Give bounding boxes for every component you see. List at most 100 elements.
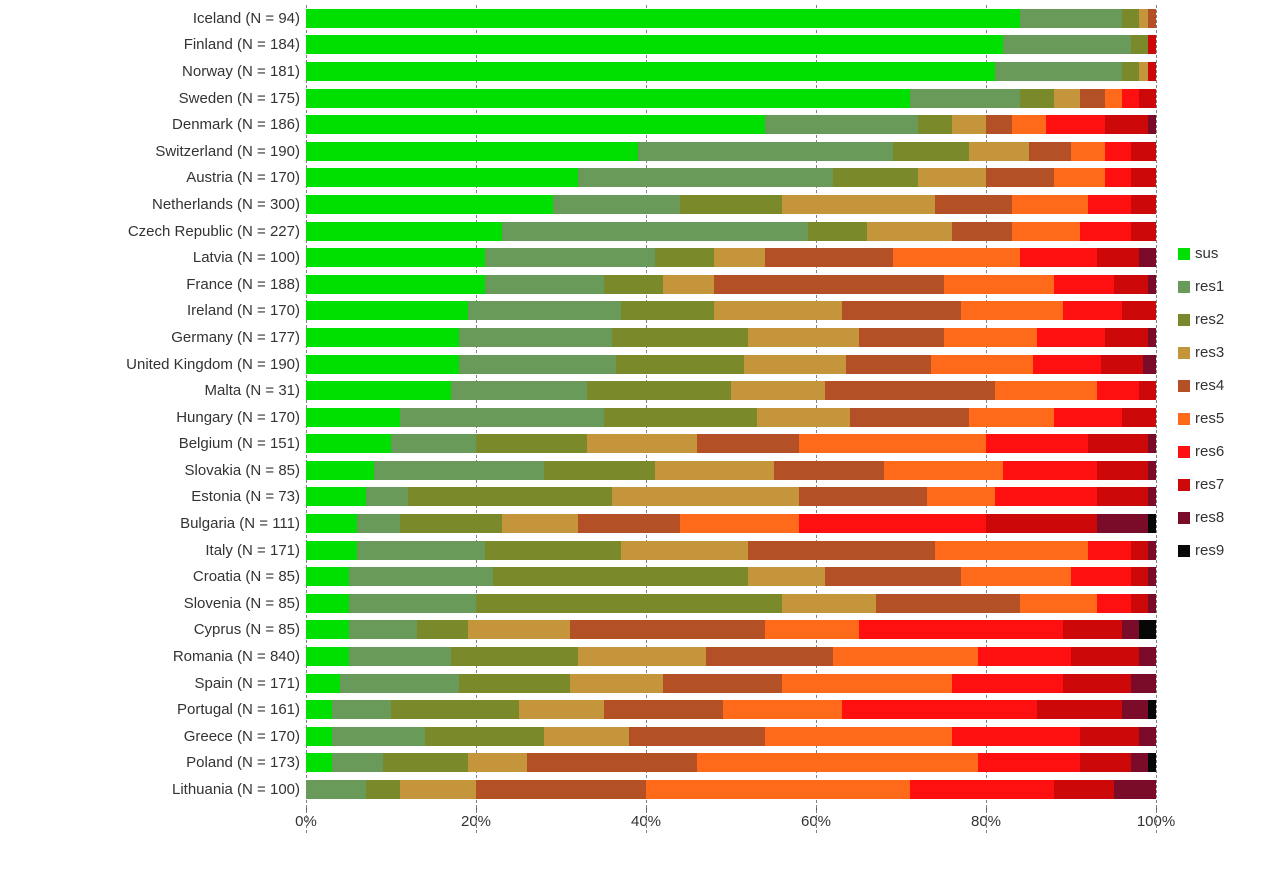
bar-segment-res4	[859, 328, 944, 347]
legend-swatch	[1178, 413, 1190, 425]
bar-segment-res2	[808, 222, 868, 241]
bar-segment-res4	[697, 434, 799, 453]
bar-segment-res3	[502, 514, 579, 533]
bar-segment-res1	[1003, 35, 1131, 54]
bar-segment-res7	[1037, 700, 1122, 719]
row-label: Italy (N = 171)	[5, 542, 306, 559]
bar-segment-res4	[876, 594, 1021, 613]
bar-segment-res3	[918, 168, 986, 187]
bar-area	[306, 484, 1156, 511]
bar-segment-res8	[1148, 434, 1157, 453]
bar-segment-res8	[1139, 248, 1156, 267]
bar-segment-res5	[765, 727, 952, 746]
bar-segment-res5	[782, 674, 952, 693]
bar-segment-res4	[527, 753, 697, 772]
row-label: Germany (N = 177)	[5, 329, 306, 346]
chart-row: France (N = 188)	[5, 271, 1156, 298]
bar-segment-res6	[986, 434, 1088, 453]
chart-row: Bulgaria (N = 111)	[5, 510, 1156, 537]
row-label: Hungary (N = 170)	[5, 409, 306, 426]
legend: susres1res2res3res4res5res6res7res8res9	[1178, 245, 1224, 559]
bar-segment-res6	[1033, 355, 1101, 374]
bar-segment-res3	[867, 222, 952, 241]
x-tick-label: 40%	[631, 813, 661, 830]
bar-segment-res2	[408, 487, 612, 506]
row-label: Ireland (N = 170)	[5, 302, 306, 319]
row-label: Poland (N = 173)	[5, 754, 306, 771]
legend-item-res2: res2	[1178, 311, 1224, 328]
bar-segment-res1	[332, 753, 383, 772]
bar-segment-res1	[349, 594, 477, 613]
bar-segment-res7	[1088, 434, 1148, 453]
bar-segment-res1	[349, 647, 451, 666]
stacked-bar	[306, 142, 1156, 161]
bar-segment-res1	[349, 567, 494, 586]
bar-segment-res6	[952, 674, 1063, 693]
bar-segment-res3	[757, 408, 851, 427]
bar-segment-res8	[1148, 461, 1157, 480]
bar-segment-res5	[646, 780, 910, 799]
bar-segment-res4	[604, 700, 723, 719]
bar-segment-sus	[306, 753, 332, 772]
bar-segment-res5	[723, 700, 842, 719]
bar-segment-res1	[400, 408, 604, 427]
bar-segment-res4	[952, 222, 1012, 241]
stacked-bar	[306, 381, 1156, 400]
legend-label: res5	[1195, 410, 1224, 427]
bar-segment-res1	[485, 275, 604, 294]
bar-segment-res2	[476, 434, 587, 453]
chart-row: Italy (N = 171)	[5, 537, 1156, 564]
bar-segment-res8	[1097, 514, 1148, 533]
bar-segment-res3	[782, 594, 876, 613]
bar-segment-res1	[1020, 9, 1122, 28]
legend-label: res9	[1195, 542, 1224, 559]
bar-segment-res7	[1105, 328, 1148, 347]
bar-area	[306, 244, 1156, 271]
stacked-bar	[306, 620, 1156, 639]
bar-area	[306, 617, 1156, 644]
bar-segment-res4	[986, 168, 1054, 187]
chart-row: Lithuania (N = 100)	[5, 776, 1156, 803]
bar-segment-res2	[612, 328, 748, 347]
gridline	[1156, 5, 1157, 833]
bar-area	[306, 85, 1156, 112]
row-label: Estonia (N = 73)	[5, 488, 306, 505]
bar-segment-res7	[1101, 355, 1144, 374]
bar-segment-res3	[621, 541, 749, 560]
x-axis: 0%20%40%60%80%100%	[306, 805, 1156, 833]
bar-segment-res4	[842, 301, 961, 320]
row-label: Latvia (N = 100)	[5, 249, 306, 266]
bar-segment-res3	[655, 461, 774, 480]
bar-segment-res4	[570, 620, 766, 639]
bar-segment-res6	[995, 487, 1097, 506]
legend-label: res3	[1195, 344, 1224, 361]
bar-segment-res1	[638, 142, 893, 161]
chart-rows: Iceland (N = 94)Finland (N = 184)Norway …	[5, 5, 1156, 803]
chart-row: Belgium (N = 151)	[5, 431, 1156, 458]
chart-row: Norway (N = 181)	[5, 58, 1156, 85]
stacked-bar	[306, 195, 1156, 214]
bar-segment-res4	[774, 461, 885, 480]
bar-segment-res7	[1114, 275, 1148, 294]
bar-area	[306, 776, 1156, 803]
bar-segment-res7	[1054, 780, 1114, 799]
bar-segment-res3	[731, 381, 825, 400]
bar-segment-res5	[884, 461, 1003, 480]
legend-item-res3: res3	[1178, 344, 1224, 361]
bar-area	[306, 5, 1156, 32]
stacked-bar	[306, 275, 1156, 294]
row-label: United Kingdom (N = 190)	[5, 356, 306, 373]
bar-segment-res1	[340, 674, 459, 693]
bar-segment-res6	[859, 620, 1063, 639]
bar-segment-res6	[1080, 222, 1131, 241]
stacked-bar	[306, 62, 1156, 81]
stacked-bar	[306, 355, 1156, 374]
x-tick-label: 20%	[461, 813, 491, 830]
bar-segment-res2	[1131, 35, 1148, 54]
bar-segment-res2	[476, 594, 782, 613]
chart-row: Finland (N = 184)	[5, 32, 1156, 59]
bar-segment-sus	[306, 434, 391, 453]
bar-segment-sus	[306, 647, 349, 666]
chart-row: Denmark (N = 186)	[5, 111, 1156, 138]
bar-segment-res2	[604, 275, 664, 294]
